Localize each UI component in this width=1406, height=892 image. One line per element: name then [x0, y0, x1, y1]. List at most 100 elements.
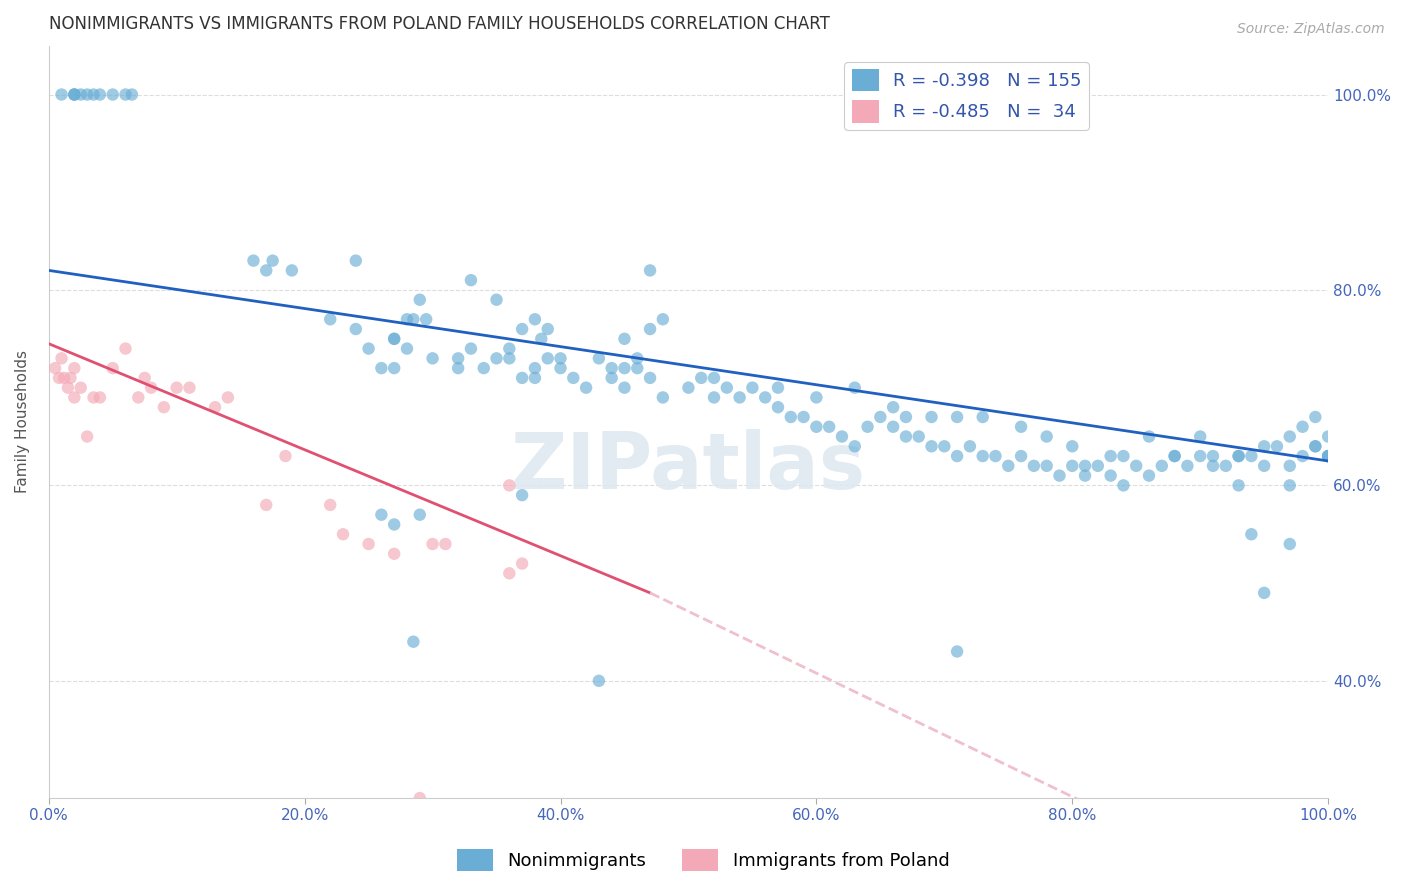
Point: [1317, 449, 1340, 463]
Point: [415, 312, 437, 326]
Point: [76, 429, 98, 443]
Point: [588, 351, 610, 366]
Point: [1125, 458, 1147, 473]
Point: [51, 87, 73, 102]
Point: [254, 263, 277, 277]
Point: [550, 351, 572, 366]
Point: [1099, 449, 1122, 463]
Point: [972, 449, 994, 463]
Point: [1099, 468, 1122, 483]
Point: [319, 498, 342, 512]
Point: [370, 508, 392, 522]
Point: [921, 439, 943, 453]
Point: [498, 351, 520, 366]
Text: Source: ZipAtlas.com: Source: ZipAtlas.com: [1237, 22, 1385, 37]
Point: [626, 351, 648, 366]
Point: [1163, 449, 1185, 463]
Point: [754, 391, 776, 405]
Point: [946, 409, 969, 424]
Point: [242, 253, 264, 268]
Point: [262, 253, 284, 268]
Point: [1278, 537, 1301, 551]
Point: [83, 87, 105, 102]
Point: [1074, 468, 1097, 483]
Point: [741, 381, 763, 395]
Point: [1189, 449, 1212, 463]
Point: [959, 439, 981, 453]
Point: [1049, 468, 1071, 483]
Point: [1253, 439, 1275, 453]
Legend: R = -0.398   N = 155, R = -0.485   N =  34: R = -0.398 N = 155, R = -0.485 N = 34: [845, 62, 1088, 129]
Point: [319, 312, 342, 326]
Point: [344, 322, 367, 336]
Point: [537, 351, 560, 366]
Point: [1253, 586, 1275, 600]
Point: [204, 401, 226, 415]
Point: [1150, 458, 1173, 473]
Point: [1010, 449, 1032, 463]
Point: [946, 449, 969, 463]
Point: [395, 312, 418, 326]
Point: [716, 381, 738, 395]
Point: [856, 419, 879, 434]
Point: [370, 361, 392, 376]
Point: [984, 449, 1007, 463]
Point: [934, 439, 956, 453]
Point: [510, 488, 533, 502]
Point: [651, 391, 673, 405]
Point: [638, 322, 661, 336]
Point: [51, 351, 73, 366]
Point: [63, 391, 86, 405]
Point: [946, 644, 969, 658]
Point: [153, 401, 176, 415]
Point: [1227, 449, 1250, 463]
Point: [588, 673, 610, 688]
Point: [1278, 458, 1301, 473]
Point: [894, 409, 917, 424]
Point: [1215, 458, 1237, 473]
Point: [894, 429, 917, 443]
Point: [1317, 429, 1340, 443]
Point: [1062, 458, 1084, 473]
Point: [626, 361, 648, 376]
Point: [1278, 429, 1301, 443]
Point: [907, 429, 929, 443]
Point: [422, 537, 444, 551]
Point: [1112, 478, 1135, 492]
Point: [472, 361, 495, 376]
Point: [844, 439, 866, 453]
Point: [69, 381, 91, 395]
Point: [447, 351, 470, 366]
Point: [460, 342, 482, 356]
Point: [1317, 449, 1340, 463]
Point: [48, 371, 70, 385]
Point: [382, 517, 405, 532]
Point: [382, 361, 405, 376]
Point: [1227, 478, 1250, 492]
Point: [523, 361, 546, 376]
Legend: Nonimmigrants, Immigrants from Poland: Nonimmigrants, Immigrants from Poland: [450, 842, 956, 879]
Point: [395, 342, 418, 356]
Point: [613, 332, 636, 346]
Point: [600, 361, 623, 376]
Point: [1291, 449, 1313, 463]
Point: [434, 537, 457, 551]
Point: [1253, 458, 1275, 473]
Point: [382, 332, 405, 346]
Point: [882, 401, 904, 415]
Point: [1227, 449, 1250, 463]
Point: [613, 381, 636, 395]
Point: [550, 361, 572, 376]
Point: [134, 371, 156, 385]
Point: [409, 791, 432, 805]
Point: [600, 371, 623, 385]
Point: [63, 87, 86, 102]
Point: [1278, 478, 1301, 492]
Point: [972, 409, 994, 424]
Point: [1305, 409, 1327, 424]
Point: [402, 634, 425, 648]
Point: [779, 409, 801, 424]
Point: [1177, 458, 1199, 473]
Point: [690, 371, 713, 385]
Point: [382, 332, 405, 346]
